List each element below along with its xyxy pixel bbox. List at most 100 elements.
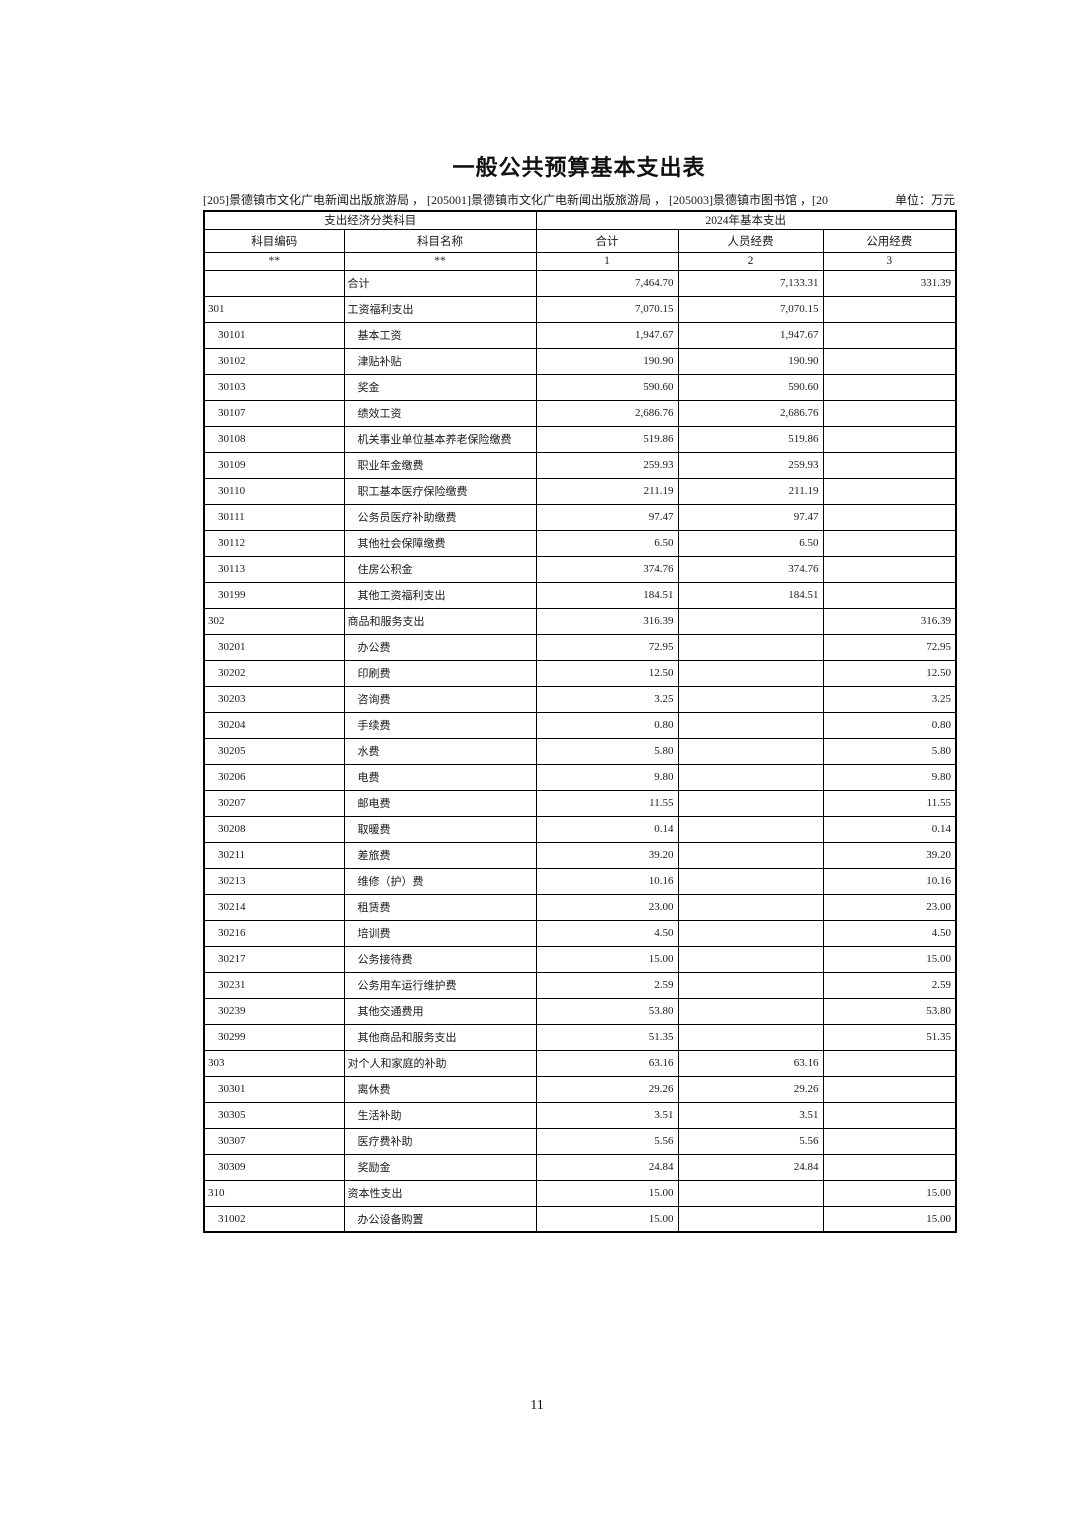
table-row: 30208 取暖费 0.14 0.14 [203, 815, 957, 843]
public-cell: 331.39 [822, 269, 957, 297]
total-cell: 590.60 [535, 373, 679, 401]
public-cell [822, 295, 957, 323]
table-row: 303 对个人和家庭的补助 63.16 63.16 [203, 1049, 957, 1077]
personnel-cell [677, 919, 824, 947]
name-cell: 手续费 [343, 711, 537, 739]
public-cell: 23.00 [822, 893, 957, 921]
personnel-cell [677, 997, 824, 1025]
code-cell: 30216 [203, 919, 345, 947]
code-cell: 30231 [203, 971, 345, 999]
name-cell: 培训费 [343, 919, 537, 947]
header-columns-row: 科目编码 科目名称 合计 人员经费 公用经费 [203, 228, 957, 253]
name-cell: 绩效工资 [343, 399, 537, 427]
code-cell: 30111 [203, 503, 345, 531]
code-cell: 30101 [203, 321, 345, 349]
personnel-cell [677, 945, 824, 973]
table-row: 30211 差旅费 39.20 39.20 [203, 841, 957, 869]
name-cell: 咨询费 [343, 685, 537, 713]
total-cell: 7,464.70 [535, 269, 679, 297]
personnel-cell: 211.19 [677, 477, 824, 505]
code-cell: 30305 [203, 1101, 345, 1129]
table-row: 30299 其他商品和服务支出 51.35 51.35 [203, 1023, 957, 1051]
code-cell: 30108 [203, 425, 345, 453]
code-cell: 30207 [203, 789, 345, 817]
budget-table: 支出经济分类科目 2024年基本支出 科目编码 科目名称 合计 人员经费 公用经费 **… [203, 210, 957, 1233]
total-cell: 9.80 [535, 763, 679, 791]
personnel-cell: 24.84 [677, 1153, 824, 1181]
code-cell: 30213 [203, 867, 345, 895]
name-cell: 生活补助 [343, 1101, 537, 1129]
table-row: 31002 办公设备购置 15.00 15.00 [203, 1205, 957, 1233]
table-row: 30110 职工基本医疗保险缴费 211.19 211.19 [203, 477, 957, 505]
table-row: 30213 维修（护）费 10.16 10.16 [203, 867, 957, 895]
page-title: 一般公共预算基本支出表 [452, 155, 706, 180]
total-cell: 1,947.67 [535, 321, 679, 349]
table-row: 30113 住房公积金 374.76 374.76 [203, 555, 957, 583]
table-header: 支出经济分类科目 2024年基本支出 科目编码 科目名称 合计 人员经费 公用经费 **… [203, 210, 957, 271]
code-cell: 302 [203, 607, 345, 635]
name-cell: 离休费 [343, 1075, 537, 1103]
personnel-cell [677, 893, 824, 921]
code-cell: 30217 [203, 945, 345, 973]
table-row: 301 工资福利支出 7,070.15 7,070.15 [203, 295, 957, 323]
total-cell: 39.20 [535, 841, 679, 869]
public-cell [822, 503, 957, 531]
table-row: 30107 绩效工资 2,686.76 2,686.76 [203, 399, 957, 427]
personnel-cell [677, 867, 824, 895]
name-cell: 公务员医疗补助缴费 [343, 503, 537, 531]
personnel-cell [677, 763, 824, 791]
code-cell: 30301 [203, 1075, 345, 1103]
name-cell: 工资福利支出 [343, 295, 537, 323]
total-cell: 519.86 [535, 425, 679, 453]
personnel-cell [677, 711, 824, 739]
table-row: 30205 水费 5.80 5.80 [203, 737, 957, 765]
table-row: 30216 培训费 4.50 4.50 [203, 919, 957, 947]
total-cell: 11.55 [535, 789, 679, 817]
column-marker-personnel: 2 [677, 251, 824, 271]
public-cell [822, 1075, 957, 1103]
public-cell [822, 373, 957, 401]
code-cell: 30239 [203, 997, 345, 1025]
public-cell [822, 581, 957, 609]
total-cell: 10.16 [535, 867, 679, 895]
public-cell: 53.80 [822, 997, 957, 1025]
code-cell [203, 269, 345, 297]
name-cell: 其他社会保障缴费 [343, 529, 537, 557]
code-cell: 31002 [203, 1205, 345, 1233]
code-cell: 30205 [203, 737, 345, 765]
public-cell [822, 529, 957, 557]
total-cell: 51.35 [535, 1023, 679, 1051]
code-cell: 30309 [203, 1153, 345, 1181]
table-row: 30206 电费 9.80 9.80 [203, 763, 957, 791]
total-cell: 97.47 [535, 503, 679, 531]
name-cell: 其他工资福利支出 [343, 581, 537, 609]
personnel-cell [677, 737, 824, 765]
table-row: 30231 公务用车运行维护费 2.59 2.59 [203, 971, 957, 999]
code-cell: 30214 [203, 893, 345, 921]
name-cell: 其他商品和服务支出 [343, 1023, 537, 1051]
table-row: 302 商品和服务支出 316.39 316.39 [203, 607, 957, 635]
public-cell: 15.00 [822, 1205, 957, 1233]
table-row: 30214 租赁费 23.00 23.00 [203, 893, 957, 921]
name-cell: 住房公积金 [343, 555, 537, 583]
public-cell [822, 1101, 957, 1129]
total-cell: 0.14 [535, 815, 679, 843]
code-cell: 30112 [203, 529, 345, 557]
personnel-cell: 2,686.76 [677, 399, 824, 427]
public-cell: 15.00 [822, 945, 957, 973]
table-row: 30112 其他社会保障缴费 6.50 6.50 [203, 529, 957, 557]
public-cell: 0.14 [822, 815, 957, 843]
personnel-cell [677, 815, 824, 843]
table-row: 310 资本性支出 15.00 15.00 [203, 1179, 957, 1207]
table-row: 30239 其他交通费用 53.80 53.80 [203, 997, 957, 1025]
name-cell: 差旅费 [343, 841, 537, 869]
total-cell: 4.50 [535, 919, 679, 947]
table-body: 合计 7,464.70 7,133.31 331.39 301 工资福利支出 7,070.1… [203, 269, 957, 1233]
header-markers-row: ** ** 1 2 3 [203, 251, 957, 271]
name-cell: 合计 [343, 269, 537, 297]
table-row: 30202 印刷费 12.50 12.50 [203, 659, 957, 687]
name-cell: 职业年金缴费 [343, 451, 537, 479]
code-cell: 30206 [203, 763, 345, 791]
personnel-cell [677, 789, 824, 817]
